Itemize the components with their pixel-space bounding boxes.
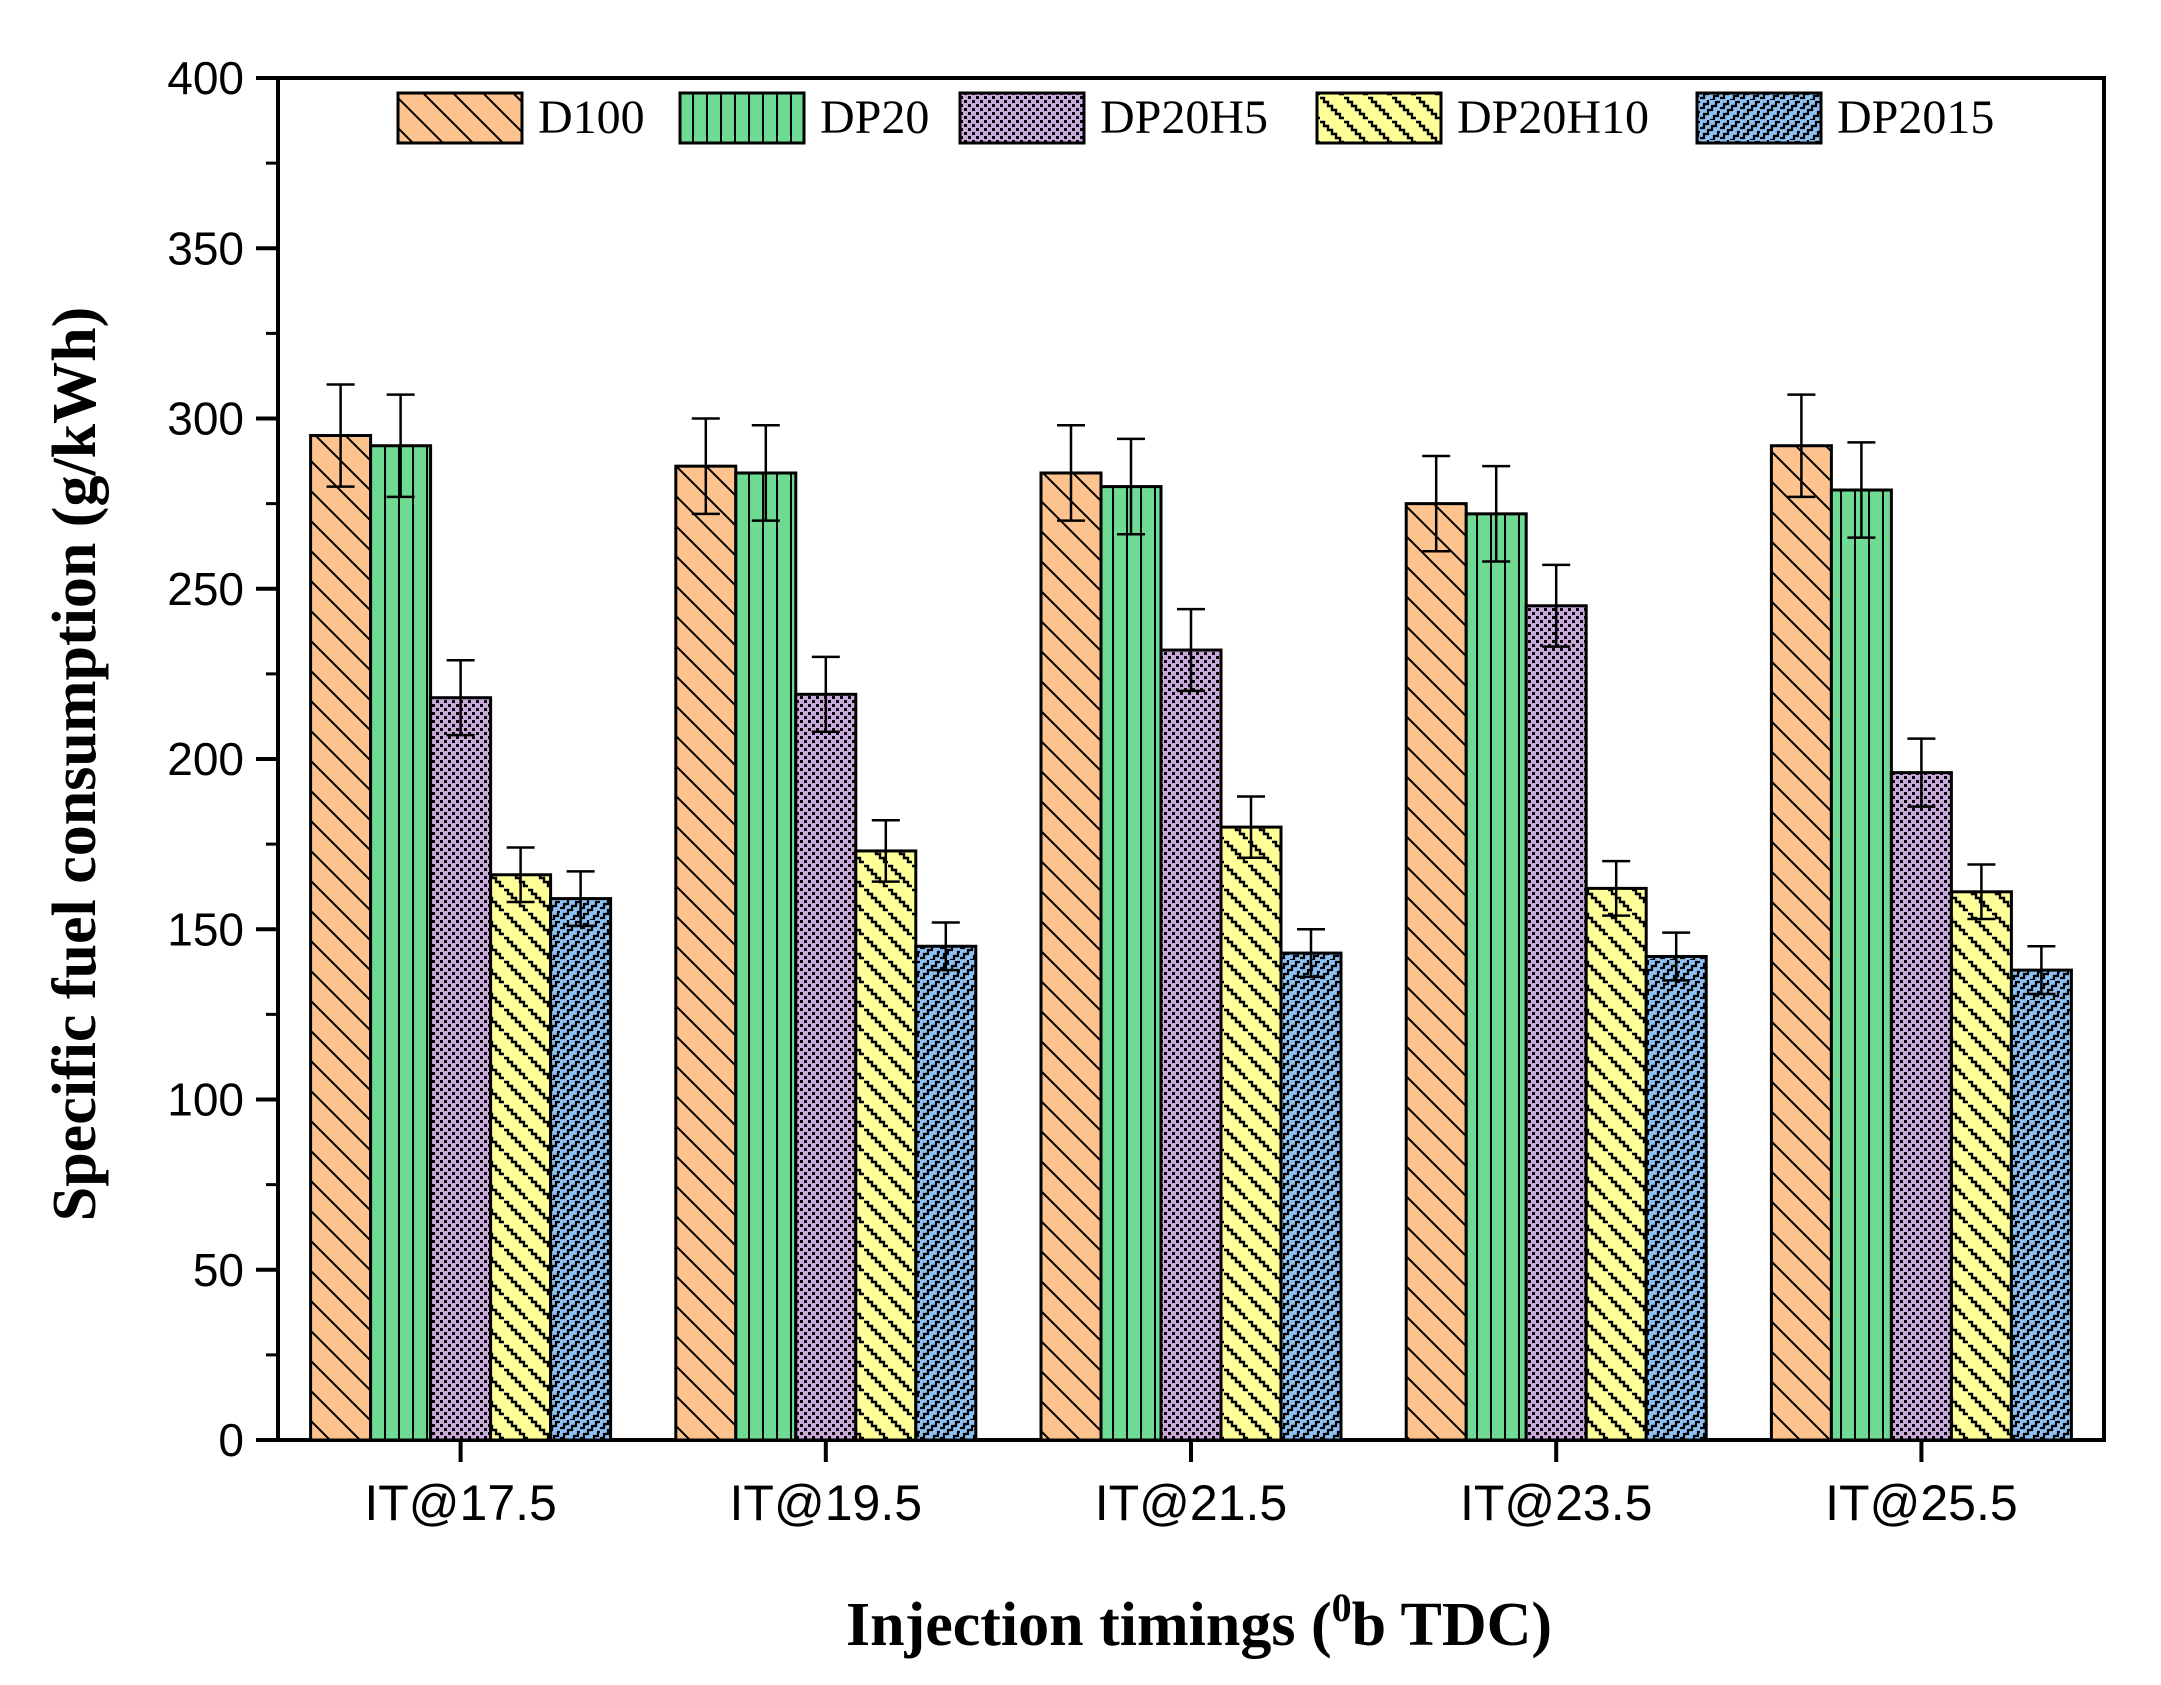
bar-dp20-it195 <box>734 471 798 1442</box>
y-tick-label: 100 <box>167 1074 244 1126</box>
legend-item-dp20h10: DP20H10 <box>1315 91 1649 145</box>
error-bar <box>1602 859 1631 917</box>
legend-item-dp20h5: DP20H5 <box>958 91 1268 145</box>
y-tick-label: 250 <box>167 563 244 615</box>
y-axis: 0 50 100 150 200 250 300 350 400 <box>167 52 278 1466</box>
y-tick-label: 400 <box>167 52 244 104</box>
error-bar <box>751 424 780 522</box>
error-bar <box>1237 795 1265 859</box>
error-bar <box>326 383 355 488</box>
bar-dp2015-it215 <box>1279 951 1343 1442</box>
error-bar <box>1482 464 1511 563</box>
bar-dp20h5-it235 <box>1524 604 1588 1442</box>
error-bar <box>811 655 840 734</box>
bar-dp20-it235 <box>1464 512 1528 1442</box>
error-bar <box>566 870 595 928</box>
legend-item-d100: D100 <box>396 91 645 145</box>
bar-dp20h10-it195 <box>854 849 918 1442</box>
y-axis-title: Specific fuel consumption (g/kWh) <box>41 307 109 1222</box>
y-tick-label: 350 <box>167 222 244 274</box>
legend-swatch <box>396 91 524 145</box>
error-bar <box>871 819 900 883</box>
error-bar <box>691 417 720 516</box>
y-tick-label: 200 <box>167 733 244 785</box>
legend-label: D100 <box>538 91 645 144</box>
legend-swatch <box>958 91 1086 145</box>
bar-dp20h5-it175 <box>429 696 493 1442</box>
bar-dp2015-it255 <box>2009 968 2073 1442</box>
bar-dp20h5-it255 <box>1889 771 1953 1442</box>
bar-dp2015-it175 <box>549 897 613 1442</box>
error-bar <box>506 846 535 904</box>
error-bar <box>1177 607 1205 693</box>
bar-dp2015-it235 <box>1644 954 1708 1442</box>
x-axis: IT@17.5 IT@19.5 IT@21.5 IT@23.5 IT@25.5 <box>364 1440 2018 1531</box>
error-bar <box>1907 737 1936 808</box>
bar-dp20-it255 <box>1829 488 1893 1442</box>
legend-label: DP20H5 <box>1100 91 1268 144</box>
bar-dp2015-it195 <box>914 944 978 1442</box>
error-bar <box>386 393 415 499</box>
x-axis-title-main: Injection timings ( <box>846 1591 1332 1659</box>
x-tick-label: IT@19.5 <box>730 1475 923 1531</box>
legend-item-dp20: DP20 <box>678 91 929 145</box>
x-axis-title-suffix: b TDC) <box>1352 1591 1552 1659</box>
x-tick-label: IT@17.5 <box>364 1475 557 1531</box>
bar-d100-it215 <box>1039 471 1103 1442</box>
x-tick-label: IT@23.5 <box>1460 1475 1653 1531</box>
error-bar <box>1297 928 1325 979</box>
bar-d100-it235 <box>1404 502 1468 1442</box>
error-bars-group <box>326 383 2056 996</box>
error-bar <box>2027 945 2056 996</box>
y-tick-label: 50 <box>193 1244 244 1296</box>
error-bar <box>446 659 475 737</box>
bar-dp20h5-it195 <box>794 692 858 1442</box>
x-tick-label: IT@25.5 <box>1825 1475 2018 1531</box>
legend-label: DP20H10 <box>1457 91 1649 144</box>
x-axis-title-superscript: 0 <box>1332 1585 1352 1630</box>
y-tick-label: 0 <box>218 1414 244 1466</box>
bar-dp20h10-it235 <box>1584 886 1648 1442</box>
bar-dp20h10-it215 <box>1219 825 1283 1442</box>
bar-dp20-it175 <box>369 444 433 1442</box>
error-bar <box>1117 437 1145 536</box>
x-tick-label: IT@21.5 <box>1095 1475 1288 1531</box>
legend-item-dp2015: DP2015 <box>1695 91 1994 145</box>
error-bar <box>931 921 960 972</box>
bar-d100-it175 <box>309 434 373 1442</box>
error-bar <box>1967 863 1996 921</box>
error-bar <box>1542 563 1571 648</box>
bar-dp20-it215 <box>1099 485 1163 1442</box>
bar-dp20h10-it255 <box>1949 890 2013 1442</box>
legend-label: DP20 <box>820 91 929 144</box>
error-bar <box>1847 441 1876 539</box>
legend: D100 DP20 DP20H5 DP20H10 DP2015 <box>396 91 1994 145</box>
error-bar <box>1662 931 1691 982</box>
bars-group <box>309 434 2073 1442</box>
legend-label: DP2015 <box>1837 91 1994 144</box>
error-bar <box>1422 454 1451 553</box>
error-bar <box>1057 424 1085 522</box>
y-tick-label: 300 <box>167 393 244 445</box>
bar-dp20h5-it215 <box>1159 648 1223 1442</box>
bar-dp20h10-it175 <box>489 873 553 1442</box>
x-axis-title: Injection timings (0b TDC) <box>846 1585 1552 1659</box>
legend-swatch <box>1695 91 1823 145</box>
legend-swatch <box>1315 91 1443 145</box>
legend-swatch <box>678 91 806 145</box>
y-tick-label: 150 <box>167 903 244 955</box>
error-bar <box>1787 393 1816 499</box>
bar-d100-it255 <box>1769 444 1833 1442</box>
bar-d100-it195 <box>674 464 738 1442</box>
